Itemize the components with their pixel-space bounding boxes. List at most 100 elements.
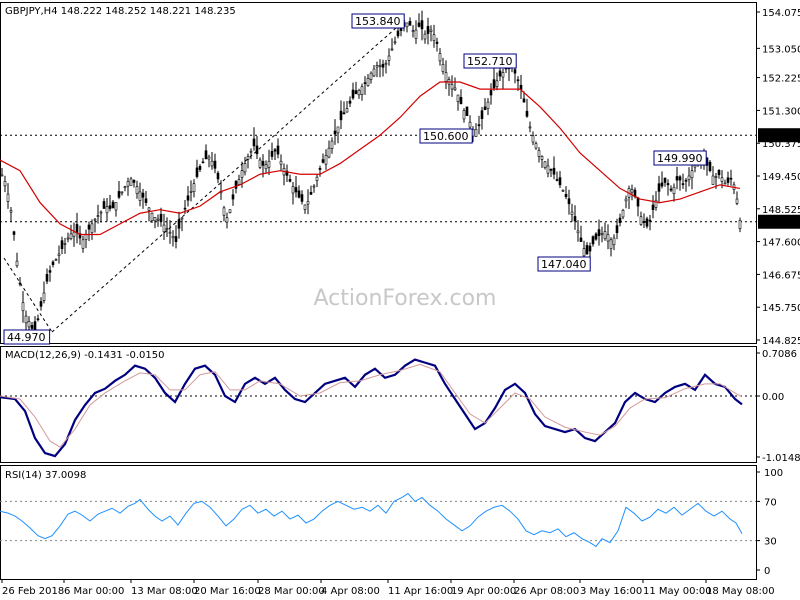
price-annotation-box — [653, 150, 707, 166]
candle-body — [522, 98, 526, 103]
candle-body — [129, 178, 133, 186]
candle-body — [579, 237, 583, 242]
price-annotation: 153.840 — [355, 15, 401, 28]
candle-body — [480, 110, 484, 119]
candle-body — [450, 84, 454, 90]
candle-body — [288, 179, 292, 182]
candle-body — [576, 230, 580, 234]
x-tick-label: 11 Apr 16:00 — [388, 586, 453, 597]
candle-body — [141, 192, 145, 198]
macd-pane-title: MACD(12,26,9) -0.1431 -0.0150 — [5, 350, 165, 361]
candle-body — [723, 182, 727, 185]
candle-body — [81, 239, 85, 249]
candle-body — [279, 160, 283, 165]
candle-body — [24, 315, 28, 324]
candle-body — [621, 209, 625, 218]
candle-body — [411, 30, 415, 32]
price-pane-title: GBPJPY,H4 148.222 148.252 148.221 148.23… — [5, 6, 236, 17]
price-annotation-box — [463, 53, 517, 69]
candle-body — [249, 150, 253, 153]
candle-body — [396, 30, 400, 37]
candle-body — [363, 82, 367, 84]
signal-line — [0, 363, 743, 448]
candle-body — [267, 160, 271, 168]
candle-body — [582, 248, 586, 257]
candle-body — [36, 318, 40, 321]
candle-body — [672, 186, 676, 194]
candle-body — [336, 126, 340, 134]
candle-body — [207, 156, 211, 160]
candle-body — [309, 191, 313, 195]
candle-body — [648, 219, 652, 222]
price-level-box — [758, 214, 800, 229]
candle-body — [111, 201, 115, 209]
candle-body — [291, 186, 295, 194]
candle-body — [660, 182, 664, 187]
candle-body — [102, 201, 106, 209]
candle-body — [558, 177, 562, 186]
candle-body — [168, 231, 172, 234]
candle-body — [318, 167, 322, 170]
candle-body — [609, 239, 613, 249]
candle-body — [57, 253, 61, 256]
candle-body — [678, 176, 682, 181]
candle-body — [183, 207, 187, 210]
candle-body — [30, 325, 34, 329]
candle-body — [195, 167, 199, 177]
candle-body — [513, 69, 517, 74]
price-level-label: 150.600 — [761, 131, 800, 142]
candle-body — [276, 145, 280, 155]
candle-body — [420, 20, 424, 30]
price-annotation: 150.600 — [423, 130, 469, 143]
x-tick-label: 19 Apr 00:00 — [451, 586, 516, 597]
candle-body — [654, 199, 658, 208]
candle-body — [651, 204, 655, 210]
candle-body — [462, 110, 466, 120]
candle-body — [180, 217, 184, 220]
candle-body — [144, 198, 148, 203]
candle-body — [435, 41, 439, 44]
candle-body — [612, 237, 616, 246]
candle-body — [366, 78, 370, 87]
candle-body — [159, 214, 163, 222]
candle-body — [264, 164, 268, 170]
candle-body — [42, 292, 46, 301]
candle-body — [51, 261, 55, 265]
candle-body — [429, 29, 433, 32]
candle-body — [138, 191, 142, 201]
candle-body — [162, 224, 166, 233]
price-y-tick-label: 148.525 — [762, 205, 800, 216]
rsi-y-tick-label: 30 — [764, 537, 777, 548]
candle-body — [66, 237, 70, 240]
candle-body — [492, 79, 496, 89]
candle-body — [708, 161, 712, 171]
candle-body — [393, 41, 397, 44]
candle-body — [501, 72, 505, 78]
candle-body — [84, 234, 88, 240]
candle-body — [528, 126, 532, 129]
x-tick-label: 26 Apr 08:00 — [514, 586, 579, 597]
candle-body — [153, 217, 157, 222]
candle-body — [114, 202, 118, 211]
candle-body — [273, 149, 277, 152]
rsi-pane-frame — [0, 465, 757, 580]
candle-body — [186, 195, 190, 201]
candle-body — [591, 236, 595, 245]
candle-body — [9, 210, 13, 213]
candle-body — [327, 147, 331, 158]
price-annotation-box — [537, 256, 591, 272]
candle-body — [381, 63, 385, 68]
candle-body — [270, 151, 274, 157]
candle-body — [303, 204, 307, 210]
candle-body — [714, 176, 718, 178]
rsi-y-tick-label: 0 — [764, 566, 770, 577]
candle-body — [150, 212, 154, 221]
candle-body — [243, 163, 247, 173]
candle-body — [240, 170, 244, 178]
x-tick-label: 13 Mar 08:00 — [131, 586, 198, 597]
candle-body — [675, 176, 679, 181]
candle-body — [306, 201, 310, 205]
candle-body — [54, 259, 58, 261]
candle-body — [177, 219, 181, 229]
candle-body — [132, 180, 136, 183]
